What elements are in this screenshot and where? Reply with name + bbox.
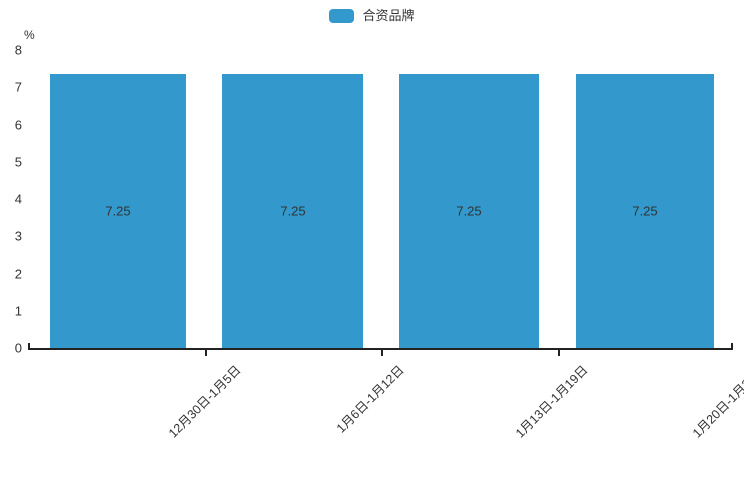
x-tick-mark-3	[558, 350, 560, 356]
bar-value-label-2: 7.25	[456, 203, 482, 219]
x-tick-label-0: 12月30日-1月5日	[165, 362, 244, 441]
bar-value-label-0: 7.25	[105, 203, 131, 219]
y-tick-label-4: 4	[14, 191, 22, 207]
legend-swatch-icon	[329, 9, 355, 23]
bar-value-label-1: 7.25	[280, 203, 306, 219]
y-tick-label-3: 3	[14, 228, 22, 244]
x-tick-label-3: 1月20日-1月26日	[689, 362, 744, 441]
bar-series-0-item-2[interactable]	[399, 74, 539, 348]
x-tick-mark-2	[381, 350, 383, 356]
y-tick-label-7: 7	[14, 79, 22, 95]
bar-series-0-item-0[interactable]	[50, 74, 186, 348]
y-tick-label-6: 6	[14, 117, 22, 133]
x-axis-end-cap	[731, 343, 733, 349]
y-axis-unit-label: %	[24, 28, 35, 42]
bar-series-0-item-1[interactable]	[222, 74, 363, 348]
y-tick-label-8: 8	[14, 42, 22, 58]
y-tick-label-0: 0	[14, 340, 22, 356]
bar-value-label-3: 7.25	[632, 203, 658, 219]
y-tick-label-2: 2	[14, 266, 22, 282]
x-axis-start-cap	[28, 343, 30, 349]
y-tick-label-5: 5	[14, 154, 22, 170]
x-axis-line	[28, 348, 733, 350]
y-tick-label-1: 1	[14, 303, 22, 319]
chart-legend: 合资品牌	[0, 6, 744, 26]
x-tick-label-2: 1月13日-1月19日	[512, 362, 591, 441]
bar-series-0-item-3[interactable]	[576, 74, 714, 348]
x-tick-mark-1	[205, 350, 207, 356]
legend-item-label: 合资品牌	[362, 8, 415, 23]
x-tick-label-1: 1月6日-1月12日	[333, 362, 407, 436]
